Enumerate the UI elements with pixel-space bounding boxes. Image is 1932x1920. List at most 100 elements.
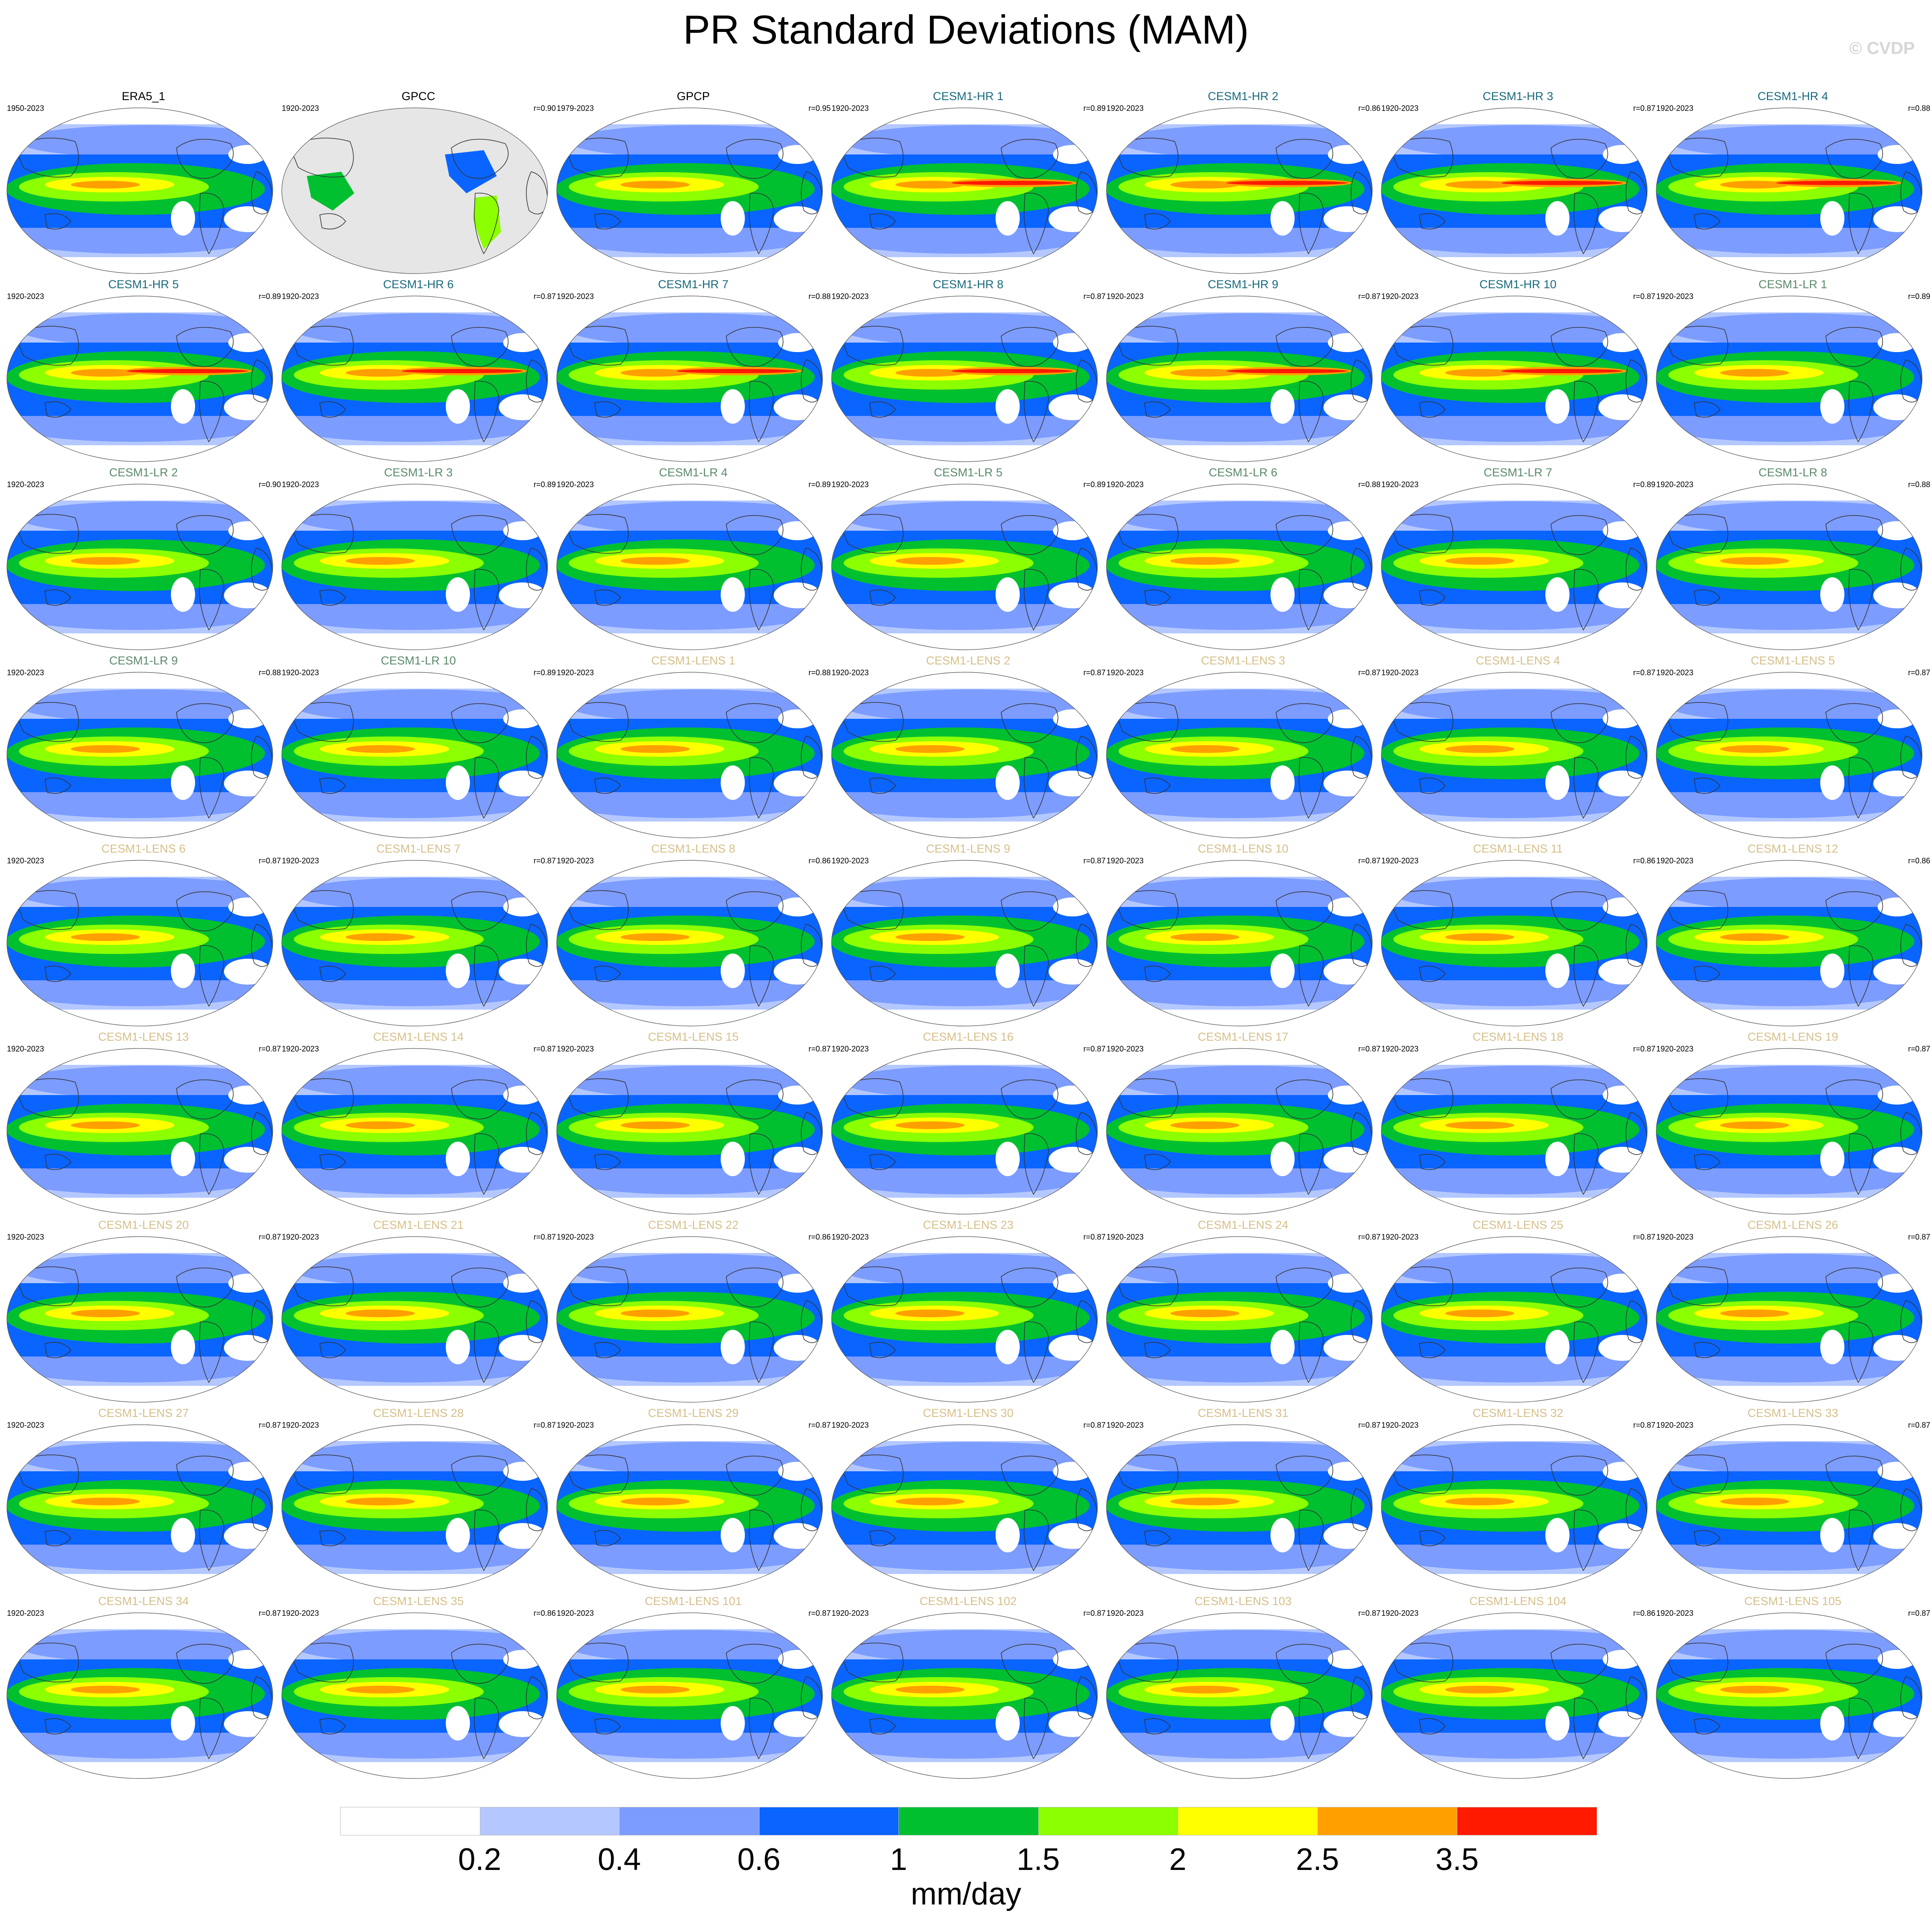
panel-title: CESM1-LENS 7 — [376, 842, 461, 855]
panel-title: CESM1-LENS 18 — [1472, 1030, 1563, 1043]
precip-std-map — [1381, 484, 1648, 650]
panel-years: 1920-2023 — [282, 1045, 319, 1053]
panel-title: CESM1-LR 7 — [1483, 466, 1553, 479]
panel-title: CESM1-HR 9 — [1207, 278, 1279, 291]
precip-std-map — [1381, 1236, 1648, 1403]
map-panel: CESM1-LENS 28 1920-2023 r=0.87 — [281, 1403, 556, 1591]
panel-years: 1920-2023 — [7, 1421, 44, 1429]
panel-title: CESM1-LENS 27 — [98, 1407, 189, 1420]
panel-years: 1920-2023 — [1381, 1045, 1419, 1053]
panel-years: 1920-2023 — [1656, 856, 1694, 865]
panel-years: 1979-2023 — [557, 104, 594, 113]
panel-years: 1920-2023 — [557, 1045, 594, 1053]
panel-pattern-correlation: r=0.86 — [1633, 856, 1655, 865]
panel-years: 1920-2023 — [7, 480, 44, 489]
panel-pattern-correlation: r=0.87 — [1083, 668, 1106, 677]
precip-std-map — [6, 1612, 273, 1779]
map-panel: CESM1-HR 6 1920-2023 r=0.87 — [281, 274, 556, 463]
map-panel: CESM1-LENS 15 1920-2023 r=0.87 — [556, 1027, 831, 1215]
panel-years: 1920-2023 — [832, 292, 869, 301]
panel-title: CESM1-HR 2 — [1207, 90, 1279, 103]
map-panel: CESM1-LENS 30 1920-2023 r=0.87 — [831, 1403, 1106, 1591]
panel-title: CESM1-LENS 19 — [1747, 1030, 1838, 1043]
panel-pattern-correlation: r=0.88 — [808, 668, 831, 677]
panel-title: CESM1-HR 10 — [1479, 278, 1557, 291]
panel-title: CESM1-LR 8 — [1758, 466, 1828, 479]
panel-pattern-correlation: r=0.87 — [1083, 1233, 1106, 1241]
map-panel: CESM1-LENS 5 1920-2023 r=0.87 — [1655, 651, 1930, 839]
panel-years: 1920-2023 — [557, 480, 594, 489]
panel-pattern-correlation: r=0.87 — [1083, 1421, 1106, 1429]
panel-years: 1920-2023 — [832, 480, 869, 489]
colorbar-units: mm/day — [911, 1877, 1021, 1911]
panel-title: CESM1-LENS 105 — [1744, 1595, 1842, 1608]
panel-pattern-correlation: r=0.95 — [808, 104, 831, 113]
panel-title: CESM1-HR 5 — [108, 278, 179, 291]
map-panel: CESM1-LENS 10 1920-2023 r=0.87 — [1106, 839, 1380, 1027]
panel-pattern-correlation: r=0.86 — [808, 856, 831, 865]
panel-years: 1920-2023 — [1381, 668, 1419, 677]
precip-std-map — [1656, 484, 1923, 650]
map-panel: CESM1-LENS 23 1920-2023 r=0.87 — [831, 1215, 1106, 1403]
panel-title: GPCC — [401, 90, 435, 103]
colorbar-segment — [1178, 1807, 1318, 1835]
precip-std-map — [1381, 296, 1648, 462]
cvdp-credit: © CVDP — [1849, 39, 1915, 58]
panel-pattern-correlation: r=0.87 — [258, 1609, 281, 1618]
panel-pattern-correlation: r=0.89 — [1908, 292, 1930, 301]
panel-pattern-correlation: r=0.87 — [1358, 1045, 1380, 1053]
panel-pattern-correlation: r=0.87 — [533, 1233, 556, 1241]
panel-years: 1920-2023 — [7, 1045, 44, 1053]
panel-pattern-correlation: r=0.87 — [1633, 1233, 1655, 1241]
panel-title: CESM1-HR 1 — [933, 90, 1004, 103]
panel-pattern-correlation: r=0.89 — [1633, 480, 1655, 489]
panel-title: CESM1-LENS 22 — [648, 1218, 739, 1231]
panel-pattern-correlation: r=0.87 — [1633, 104, 1655, 113]
precip-std-map — [1106, 484, 1373, 650]
map-panel: CESM1-LENS 11 1920-2023 r=0.86 — [1380, 839, 1655, 1027]
colorbar-tick-label: 2.5 — [1295, 1842, 1339, 1877]
panel-pattern-correlation: r=0.87 — [1358, 292, 1380, 301]
panel-title: CESM1-HR 8 — [933, 278, 1004, 291]
panel-title: CESM1-LENS 4 — [1475, 654, 1560, 667]
map-panel: CESM1-LR 1 1920-2023 r=0.89 — [1655, 274, 1930, 463]
panel-pattern-correlation: r=0.87 — [1908, 1233, 1930, 1241]
panel-pattern-correlation: r=0.87 — [1633, 1421, 1655, 1429]
map-panel: CESM1-LR 6 1920-2023 r=0.88 — [1106, 463, 1380, 651]
panel-years: 1920-2023 — [1656, 292, 1694, 301]
precip-std-map — [6, 1236, 273, 1403]
panel-years: 1920-2023 — [1381, 1233, 1419, 1241]
panel-years: 1920-2023 — [1106, 1421, 1144, 1429]
map-panel: CESM1-LR 2 1920-2023 r=0.90 — [6, 463, 281, 651]
panel-pattern-correlation: r=0.87 — [533, 856, 556, 865]
map-panel: CESM1-LENS 4 1920-2023 r=0.87 — [1380, 651, 1655, 839]
panel-pattern-correlation: r=0.89 — [1083, 104, 1106, 113]
precip-std-map — [6, 296, 273, 462]
precip-std-map — [831, 1236, 1098, 1403]
precip-std-map — [831, 296, 1098, 462]
precip-std-map — [281, 672, 548, 838]
precip-std-map — [6, 484, 273, 650]
panel-years: 1920-2023 — [1106, 480, 1144, 489]
panel-years: 1920-2023 — [557, 1609, 594, 1618]
map-panel-grid: ERA5_1 1950-2023 GPCC 1920-2023 r=0.90 GPCP 19… — [6, 86, 1931, 1782]
panel-pattern-correlation: r=0.88 — [1358, 480, 1380, 489]
colorbar-segment — [479, 1807, 620, 1835]
map-panel: CESM1-LENS 102 1920-2023 r=0.87 — [831, 1591, 1106, 1779]
map-panel: GPCC 1920-2023 r=0.90 — [281, 86, 556, 274]
panel-title: CESM1-LENS 17 — [1198, 1030, 1289, 1043]
map-panel: CESM1-LENS 19 1920-2023 r=0.87 — [1655, 1027, 1930, 1215]
panel-title: CESM1-LENS 33 — [1747, 1407, 1838, 1420]
panel-pattern-correlation: r=0.87 — [1908, 1421, 1930, 1429]
precip-std-map — [6, 107, 273, 274]
map-panel: CESM1-LENS 101 1920-2023 r=0.87 — [556, 1591, 831, 1779]
panel-years: 1920-2023 — [557, 856, 594, 865]
panel-years: 1920-2023 — [1106, 856, 1144, 865]
panel-title: CESM1-LENS 103 — [1194, 1595, 1292, 1608]
colorbar-segment — [898, 1807, 1039, 1835]
colorbar-segment — [340, 1807, 480, 1835]
map-panel: CESM1-HR 3 1920-2023 r=0.87 — [1380, 86, 1655, 274]
map-panel: CESM1-LENS 103 1920-2023 r=0.87 — [1106, 1591, 1380, 1779]
panel-title: CESM1-LENS 32 — [1472, 1407, 1563, 1420]
precip-std-map — [1381, 1424, 1648, 1591]
